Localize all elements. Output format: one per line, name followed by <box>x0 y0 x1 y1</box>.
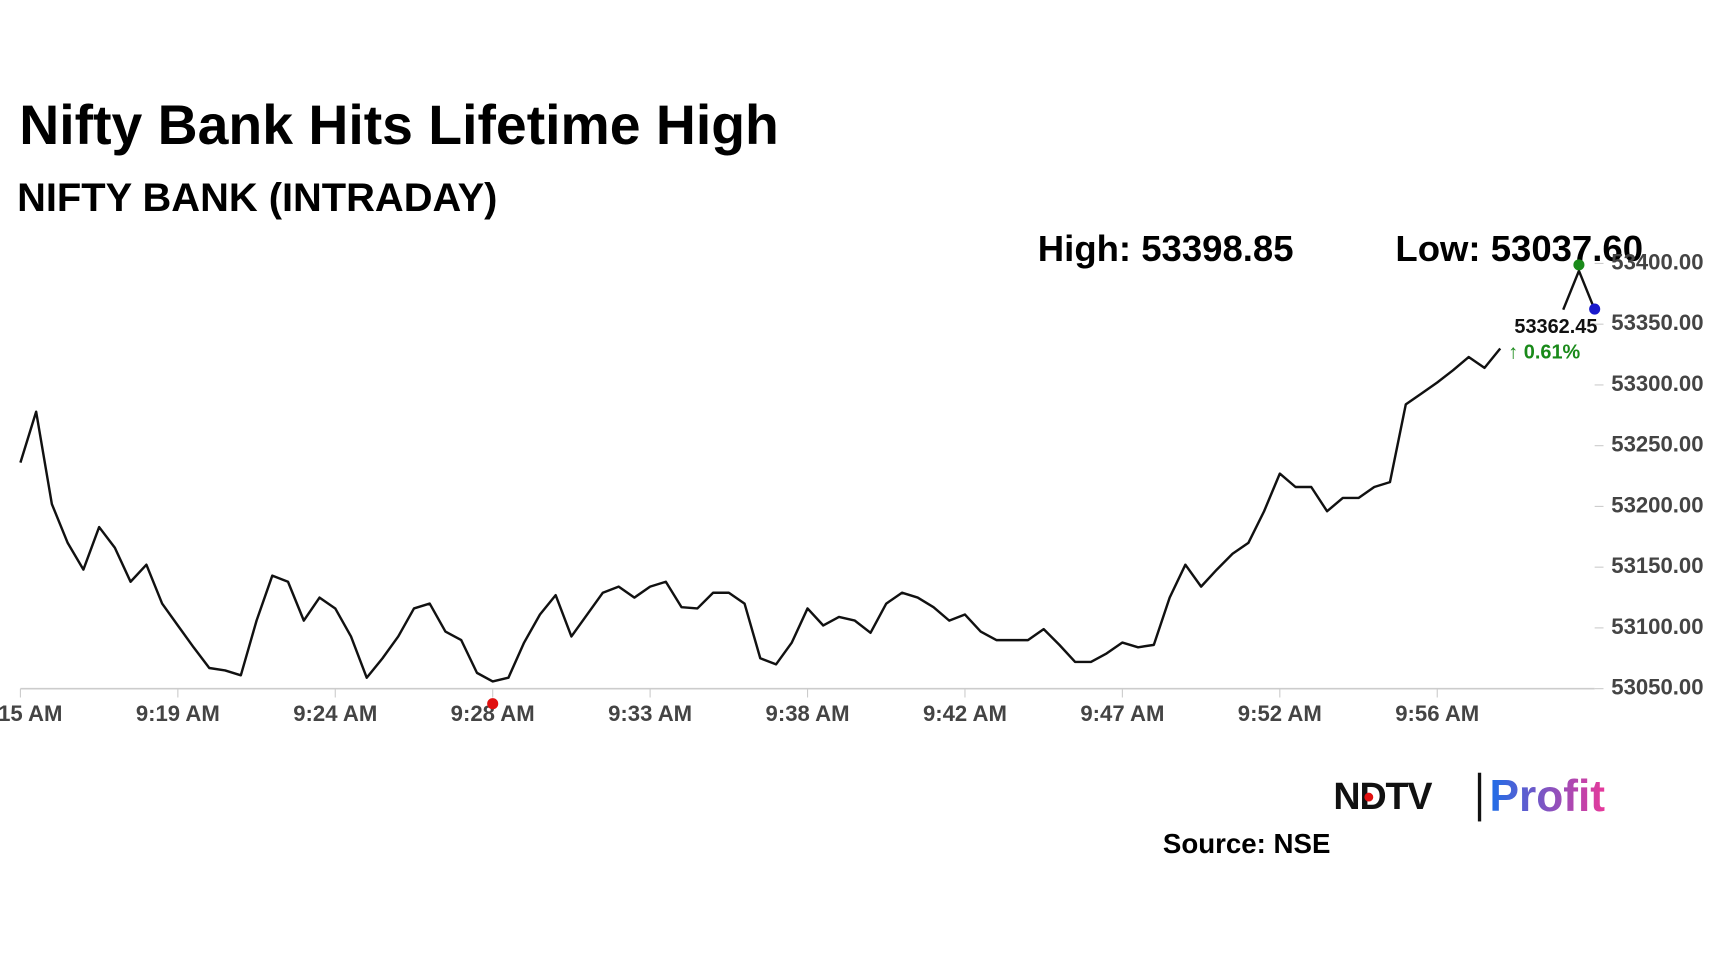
y-tick-label: 53300.00 <box>1611 371 1703 396</box>
chart-title: Nifty Bank Hits Lifetime High <box>19 94 779 156</box>
x-tick-label: 9:15 AM <box>0 701 62 726</box>
x-tick-label: 9:33 AM <box>608 701 692 726</box>
y-tick-label: 53100.00 <box>1611 614 1703 639</box>
last-label: 53362.45 <box>1514 316 1597 338</box>
low-label: Low: 53037.60 <box>1395 228 1643 269</box>
chart-subtitle: NIFTY BANK (INTRADAY) <box>17 176 497 220</box>
x-tick-label: 9:19 AM <box>136 701 220 726</box>
low-marker <box>487 698 499 710</box>
x-tick-label: 9:56 AM <box>1395 701 1479 726</box>
y-tick-label: 53200.00 <box>1611 492 1703 517</box>
source: Source: NSE <box>1163 828 1331 859</box>
x-tick-label: 9:38 AM <box>766 701 850 726</box>
x-tick-label: 9:52 AM <box>1238 701 1322 726</box>
y-tick-label: 53150.00 <box>1611 553 1703 578</box>
price-line <box>19 269 1596 683</box>
logo-dot <box>1364 792 1374 802</box>
x-tick-label: 9:47 AM <box>1080 701 1164 726</box>
x-tick-label: 9:42 AM <box>923 701 1007 726</box>
high-label: High: 53398.85 <box>1038 228 1294 269</box>
x-tick-label: 9:24 AM <box>293 701 377 726</box>
y-tick-label: 53350.00 <box>1611 310 1703 335</box>
logo-product: Profit <box>1489 772 1605 821</box>
change-label: ↑ 0.61% <box>1508 341 1580 363</box>
y-tick-label: 53400.00 <box>1611 249 1703 274</box>
high-marker <box>1573 259 1585 271</box>
y-tick-label: 53250.00 <box>1611 432 1703 457</box>
last-marker <box>1589 303 1601 315</box>
y-tick-label: 53050.00 <box>1611 674 1703 699</box>
logo-brand: NDTV <box>1333 775 1432 817</box>
